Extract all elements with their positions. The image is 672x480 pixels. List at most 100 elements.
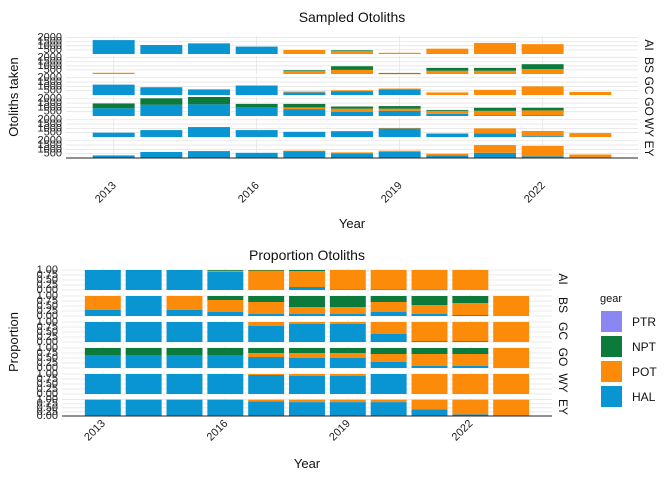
y-tick-label: 0.25 bbox=[37, 383, 58, 395]
bar-bs-2019-npt bbox=[329, 296, 366, 307]
bar-go-2018-hal bbox=[331, 111, 373, 116]
bar-ai-2021-pot bbox=[411, 270, 448, 290]
y-tick-label: 2000 bbox=[38, 93, 62, 105]
y-axis-title: Otoliths taken bbox=[6, 57, 21, 137]
bar-go-2022-pot bbox=[452, 354, 489, 366]
legend-title: gear bbox=[600, 293, 622, 305]
bar-go-2022-pot bbox=[521, 110, 564, 116]
bar-ai-2017-npt bbox=[248, 270, 285, 271]
facet-panel-go: 0.000.250.500.751.00 GO bbox=[37, 342, 570, 374]
y-tick-label: 0.25 bbox=[37, 331, 58, 343]
bar-bs-2013-pot bbox=[92, 72, 135, 74]
y-tick-label: 1500 bbox=[38, 139, 62, 151]
chart-title: Sampled Otoliths bbox=[299, 9, 406, 25]
y-tick-label: 0.00 bbox=[37, 310, 58, 322]
facet-strip-label: EY bbox=[556, 399, 570, 415]
bar-gc-2020-pot bbox=[370, 322, 407, 334]
y-tick-label: 1.00 bbox=[37, 394, 58, 406]
bar-bs-2021-hal bbox=[411, 314, 448, 316]
y-tick-label: 0.75 bbox=[37, 295, 58, 307]
x-tick-label: 2016 bbox=[205, 418, 231, 444]
y-tick-label: 500 bbox=[44, 85, 62, 97]
y-tick-label: 0.00 bbox=[37, 336, 58, 348]
chart-sampled-otoliths: Sampled Otoliths500100015002000AI5001000… bbox=[6, 9, 656, 231]
bar-wy-2013-hal bbox=[84, 374, 121, 394]
bar-wy-2020-hal bbox=[426, 133, 469, 137]
bar-wy-2020-hal bbox=[370, 374, 407, 394]
bar-bs-2017-pot bbox=[248, 302, 285, 314]
y-tick-label: 1000 bbox=[38, 80, 62, 92]
x-axis-title: Year bbox=[339, 216, 366, 231]
bar-go-2020-npt bbox=[370, 348, 407, 354]
bar-wy-2019-hal bbox=[378, 128, 421, 137]
bar-ey-2021-hal bbox=[411, 409, 448, 416]
chart-proportion-otoliths: Proportion Otoliths0.000.250.500.751.00A… bbox=[6, 247, 570, 471]
bar-go-2015-hal bbox=[188, 104, 230, 116]
bar-gc-2017-pot bbox=[283, 91, 326, 93]
bar-ai-2015-hal bbox=[166, 270, 203, 290]
bar-go-2018-npt bbox=[331, 106, 373, 109]
y-tick-label: 0.25 bbox=[37, 305, 58, 317]
bar-go-2015-npt bbox=[166, 348, 203, 355]
x-tick-label: 2019 bbox=[327, 418, 353, 444]
bar-ey-2019-pot bbox=[378, 150, 421, 152]
y-tick-label: 1500 bbox=[38, 36, 62, 48]
facet-strip-label: GO bbox=[642, 97, 656, 116]
x-tick-label: 2022 bbox=[522, 180, 548, 206]
bar-bs-2021-npt bbox=[411, 296, 448, 305]
bar-go-2021-pot bbox=[474, 110, 516, 116]
bar-gc-2014-hal bbox=[140, 87, 183, 95]
bar-bs-2019-pot bbox=[378, 73, 421, 75]
bar-go-2020-hal bbox=[426, 113, 469, 116]
bar-go-2022-hal bbox=[521, 115, 564, 116]
bar-go-2022-npt bbox=[452, 348, 489, 354]
bar-bs-2016-pot bbox=[207, 300, 244, 312]
bar-ey-2018-pot bbox=[331, 152, 373, 154]
bar-go-2021-npt bbox=[411, 348, 448, 354]
bar-bs-2022-npt bbox=[521, 64, 564, 70]
bar-bs-2017-npt bbox=[248, 296, 285, 302]
y-tick-label: 0.50 bbox=[37, 326, 58, 338]
bar-ai-2022-pot bbox=[452, 270, 489, 290]
bar-wy-2018-hal bbox=[331, 131, 373, 137]
bar-bs-2018-npt bbox=[289, 296, 325, 307]
bar-bs-2022-hal bbox=[452, 315, 489, 316]
bar-go-2017-hal bbox=[248, 357, 285, 368]
bar-go-2013-npt bbox=[92, 103, 135, 109]
bar-ey-2019-hal bbox=[378, 151, 421, 158]
x-tick-label: 2016 bbox=[236, 180, 262, 206]
y-tick-label: 0.25 bbox=[37, 357, 58, 369]
y-tick-label: 2000 bbox=[38, 135, 62, 147]
bar-gc-2022-pot bbox=[521, 86, 564, 95]
bar-bs-2020-npt bbox=[370, 296, 407, 302]
bar-go-2019-pot bbox=[329, 353, 366, 358]
bar-gc-2021-pot bbox=[411, 322, 448, 341]
y-tick-label: 0.25 bbox=[37, 279, 58, 291]
y-tick-label: 0.75 bbox=[37, 269, 58, 281]
bar-go-2021-npt bbox=[474, 107, 516, 111]
bar-ai-2021-pot bbox=[474, 42, 516, 54]
x-axis-title: Year bbox=[294, 456, 321, 471]
bar-go-2014-hal bbox=[140, 104, 183, 116]
bar-gc-2019-pot bbox=[378, 88, 421, 90]
bar-ai-2013-hal bbox=[84, 270, 121, 290]
facet-strip-label: WY bbox=[556, 373, 570, 392]
bar-bs-2019-pot bbox=[329, 307, 366, 314]
bar-wy-2013-hal bbox=[92, 132, 135, 137]
bar-ai-2016-hal bbox=[207, 272, 244, 290]
bar-ey-2022-hal bbox=[521, 156, 564, 158]
bar-go-2014-npt bbox=[140, 98, 183, 105]
bar-bs-2014-hal bbox=[125, 296, 162, 316]
bar-wy-2019-hal bbox=[329, 376, 366, 394]
bar-wy-2015-hal bbox=[166, 374, 203, 394]
bar-go-2014-hal bbox=[125, 355, 162, 368]
facet-strip-label: WY bbox=[642, 118, 656, 137]
bar-ai-2018-npt bbox=[331, 50, 373, 52]
y-tick-label: 1000 bbox=[38, 60, 62, 72]
legend-label-pot: POT bbox=[632, 365, 657, 379]
y-tick-label: 500 bbox=[44, 44, 62, 56]
bar-go-2020-pot bbox=[426, 110, 469, 114]
bar-ey-2017-hal bbox=[248, 401, 285, 416]
